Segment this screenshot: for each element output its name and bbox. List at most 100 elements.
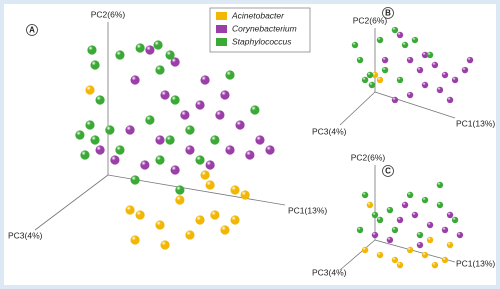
point xyxy=(376,251,384,259)
x-axis-label: PC1(13%) xyxy=(456,258,495,268)
point xyxy=(130,75,140,85)
point xyxy=(145,115,155,125)
point xyxy=(441,256,449,264)
point xyxy=(75,130,85,140)
point xyxy=(421,51,429,59)
point xyxy=(105,125,115,135)
point xyxy=(165,135,175,145)
point xyxy=(461,66,469,74)
point xyxy=(416,66,424,74)
point xyxy=(381,56,389,64)
point xyxy=(421,81,429,89)
point xyxy=(205,160,215,170)
point xyxy=(366,71,374,79)
legend-swatch xyxy=(216,12,227,20)
point xyxy=(155,220,165,230)
panel-label: C xyxy=(385,167,391,176)
point xyxy=(361,246,369,254)
x-axis-label: PC1(13%) xyxy=(456,118,495,128)
point xyxy=(426,221,434,229)
axis-line xyxy=(339,91,376,126)
point xyxy=(386,206,394,214)
panel: PC2(6%) PC1(13%) PC3(4%) A xyxy=(8,9,327,250)
point xyxy=(426,51,434,59)
point xyxy=(386,236,394,244)
point xyxy=(155,135,165,145)
point xyxy=(200,75,210,85)
legend-label: Acinetobacter xyxy=(231,10,285,20)
point xyxy=(361,191,369,199)
point xyxy=(376,36,384,44)
point xyxy=(225,145,235,155)
point xyxy=(391,26,399,34)
point xyxy=(406,91,414,99)
point xyxy=(426,236,434,244)
point xyxy=(140,160,150,170)
point xyxy=(396,216,404,224)
point xyxy=(90,135,100,145)
point xyxy=(366,201,374,209)
panel-label-ring xyxy=(26,24,38,36)
panel-label: A xyxy=(29,26,35,35)
point xyxy=(431,261,439,269)
y-axis-label: PC2(6%) xyxy=(91,9,126,19)
y-axis-label: PC2(6%) xyxy=(353,15,388,25)
point xyxy=(421,196,429,204)
point xyxy=(406,246,414,254)
point xyxy=(115,50,125,60)
point xyxy=(381,66,389,74)
point xyxy=(180,110,190,120)
point xyxy=(371,211,379,219)
legend: Acinetobacter Corynebacterium Staphylococc… xyxy=(209,7,311,53)
point xyxy=(376,216,384,224)
point xyxy=(235,120,245,130)
point xyxy=(396,261,404,269)
point xyxy=(396,76,404,84)
point xyxy=(90,60,100,70)
point xyxy=(466,56,474,64)
axis-line xyxy=(374,239,456,263)
point xyxy=(371,71,379,79)
point xyxy=(456,231,464,239)
point xyxy=(368,81,376,89)
point xyxy=(230,185,240,195)
point xyxy=(421,251,429,259)
point xyxy=(255,135,265,145)
y-axis-label: PC2(6%) xyxy=(351,152,386,162)
axis-line xyxy=(374,91,456,119)
point xyxy=(406,191,414,199)
point xyxy=(361,76,369,84)
point xyxy=(170,165,180,175)
panel-label: B xyxy=(385,9,391,18)
point xyxy=(240,190,250,200)
point xyxy=(110,155,120,165)
point xyxy=(170,57,180,67)
point xyxy=(451,216,459,224)
panel-label-ring xyxy=(382,165,394,177)
point xyxy=(371,231,379,239)
point xyxy=(125,125,135,135)
point xyxy=(195,155,205,165)
point xyxy=(416,231,424,239)
legend-swatch xyxy=(216,38,227,46)
point xyxy=(451,76,459,84)
point xyxy=(195,100,205,110)
axis-line xyxy=(339,239,376,271)
point xyxy=(245,150,255,160)
point xyxy=(115,145,125,155)
point xyxy=(391,256,399,264)
point xyxy=(200,170,210,180)
point xyxy=(391,96,399,104)
z-axis-label: PC3(4%) xyxy=(8,230,43,240)
point xyxy=(436,86,444,94)
point xyxy=(130,235,140,245)
point xyxy=(230,215,240,225)
point xyxy=(376,76,384,84)
point xyxy=(411,211,419,219)
point xyxy=(215,110,225,120)
point xyxy=(170,95,180,105)
point xyxy=(135,210,145,220)
point xyxy=(441,71,449,79)
axis-line xyxy=(34,174,109,231)
